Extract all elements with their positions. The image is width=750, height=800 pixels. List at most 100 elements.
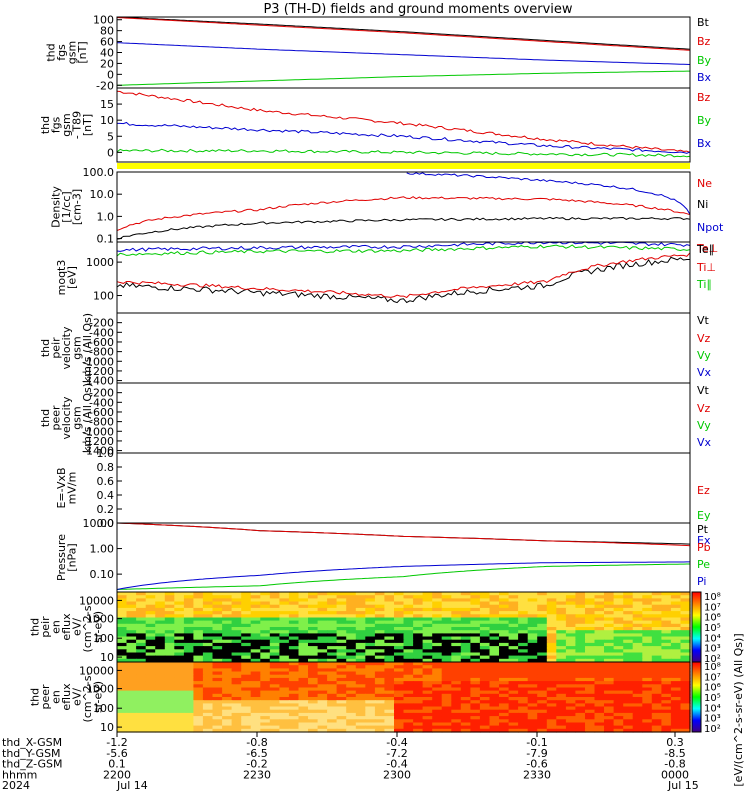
series-line-ti bbox=[116, 244, 691, 257]
heatmap-cell bbox=[202, 620, 214, 625]
heatmap-cell bbox=[670, 722, 682, 727]
heatmap-cell bbox=[193, 646, 204, 650]
heatmap-cell bbox=[279, 684, 290, 689]
heatmap-cell bbox=[451, 687, 462, 692]
heatmap-cell bbox=[441, 703, 452, 708]
heatmap-cell bbox=[174, 687, 185, 692]
heatmap-cell bbox=[460, 623, 471, 628]
heatmap-cell bbox=[422, 633, 433, 638]
heatmap-cell bbox=[117, 646, 128, 650]
heatmap-cell bbox=[174, 671, 185, 676]
heatmap-cell bbox=[585, 703, 596, 708]
heatmap-cell bbox=[174, 709, 185, 714]
heatmap-cell bbox=[250, 716, 261, 720]
heatmap-cell bbox=[298, 649, 309, 654]
heatmap-cell bbox=[680, 706, 691, 711]
heatmap-cell bbox=[269, 646, 280, 650]
heatmap-cell bbox=[394, 636, 405, 641]
ytick-label: -600 bbox=[89, 406, 114, 419]
panel-ylabel: Density[1/cc][cm-3] bbox=[50, 186, 84, 228]
heatmap-cell bbox=[604, 604, 615, 609]
heatmap-cell bbox=[279, 630, 290, 634]
heatmap-cell bbox=[117, 633, 128, 638]
heatmap-cell bbox=[479, 614, 491, 619]
heatmap-cell bbox=[470, 630, 481, 634]
heatmap-cell bbox=[288, 665, 300, 669]
heatmap-cell bbox=[499, 719, 510, 724]
heatmap-cell bbox=[394, 719, 405, 724]
heatmap-cell bbox=[317, 642, 328, 647]
heatmap-cell bbox=[623, 662, 634, 666]
heatmap-cell bbox=[670, 614, 682, 619]
heatmap-cell bbox=[355, 604, 366, 609]
heatmap-cell bbox=[518, 677, 529, 682]
heatmap-cell bbox=[222, 709, 233, 714]
heatmap-cell bbox=[451, 646, 462, 650]
heatmap-cell bbox=[183, 620, 195, 625]
heatmap-cell bbox=[661, 655, 672, 660]
heatmap-cell bbox=[413, 646, 424, 650]
heatmap-cell bbox=[680, 681, 691, 685]
heatmap-cell bbox=[374, 668, 386, 673]
heatmap-cell bbox=[432, 630, 443, 634]
heatmap-cell bbox=[670, 633, 682, 638]
heatmap-cell bbox=[613, 614, 624, 619]
time-value: 2300 bbox=[383, 768, 411, 781]
heatmap-cell bbox=[508, 636, 519, 641]
series-line-pb bbox=[116, 522, 691, 547]
heatmap-cell bbox=[117, 620, 128, 625]
heatmap-cell bbox=[365, 690, 376, 695]
heatmap-cell bbox=[479, 604, 491, 609]
heatmap-cell bbox=[499, 601, 510, 606]
heatmap-cell bbox=[231, 649, 242, 654]
ytick-label: 1000 bbox=[86, 683, 114, 696]
heatmap-cell bbox=[336, 592, 347, 596]
heatmap-cell bbox=[451, 652, 462, 657]
heatmap-cell bbox=[355, 668, 366, 673]
heatmap-cell bbox=[499, 725, 510, 730]
heatmap-cell bbox=[661, 604, 672, 609]
heatmap-cell bbox=[365, 639, 376, 644]
heatmap-cell bbox=[680, 677, 691, 682]
heatmap-cell bbox=[518, 728, 529, 733]
heatmap-cell bbox=[260, 690, 271, 695]
heatmap-cell bbox=[594, 627, 605, 631]
heatmap-cell bbox=[365, 620, 376, 625]
heatmap-cell bbox=[403, 611, 414, 615]
heatmap-cell bbox=[565, 611, 577, 615]
heatmap-cell bbox=[384, 614, 395, 619]
heatmap-cell bbox=[432, 665, 443, 669]
heatmap-cell bbox=[470, 690, 481, 695]
heatmap-cell bbox=[632, 604, 643, 609]
heatmap-cell bbox=[499, 592, 510, 596]
heatmap-cell bbox=[269, 709, 280, 714]
heatmap-cell bbox=[164, 665, 175, 669]
heatmap-cell bbox=[288, 636, 300, 641]
heatmap-cell bbox=[346, 604, 357, 609]
heatmap-cell bbox=[394, 617, 405, 622]
heatmap-cell bbox=[183, 677, 195, 682]
heatmap-cell bbox=[202, 592, 214, 596]
heatmap-cell bbox=[613, 652, 624, 657]
heatmap-cell bbox=[193, 598, 204, 603]
heatmap-cell bbox=[365, 655, 376, 660]
heatmap-cell bbox=[183, 658, 195, 663]
heatmap-cell bbox=[670, 677, 682, 682]
heatmap-cell bbox=[346, 712, 357, 717]
heatmap-cell bbox=[231, 728, 242, 733]
heatmap-cell bbox=[403, 620, 414, 625]
heatmap-cell bbox=[460, 611, 471, 615]
heatmap-cell bbox=[241, 649, 252, 654]
heatmap-cell bbox=[174, 674, 185, 679]
heatmap-cell bbox=[365, 617, 376, 622]
heatmap-cell bbox=[642, 677, 653, 682]
heatmap-cell bbox=[394, 604, 405, 609]
heatmap-cell bbox=[651, 630, 662, 634]
heatmap-cell bbox=[546, 601, 557, 606]
heatmap-cell bbox=[288, 677, 300, 682]
heatmap-cell bbox=[642, 684, 653, 689]
heatmap-cell bbox=[155, 658, 166, 663]
heatmap-cell bbox=[336, 598, 347, 603]
heatmap-cell bbox=[394, 642, 405, 647]
